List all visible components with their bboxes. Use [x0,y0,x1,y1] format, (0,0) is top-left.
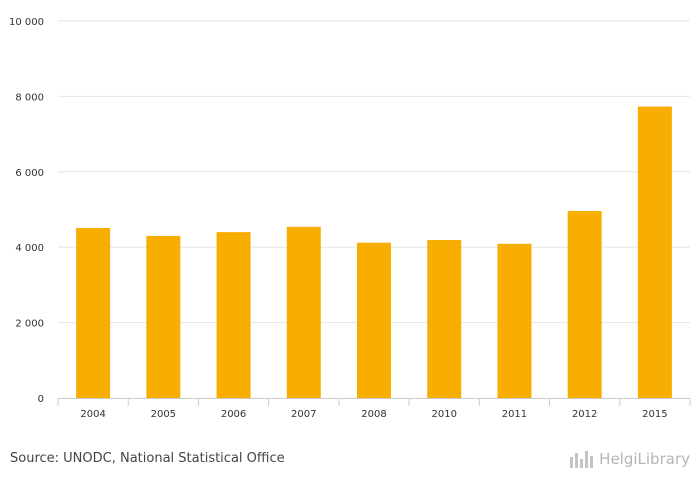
bar-2004 [76,227,111,398]
bar-2012 [567,211,602,398]
x-tick-label: 2012 [572,409,597,420]
bar-2015 [637,106,672,398]
bar-2007 [286,226,321,398]
bar-2011 [497,243,532,398]
x-tick-label: 2008 [361,409,386,420]
y-tick-label: 2 000 [15,319,44,330]
bar-2006 [216,232,251,398]
x-tick-label: 2007 [291,409,316,420]
bar-2008 [357,242,391,398]
helgilibrary-logo: HelgiLibrary [569,449,690,469]
x-tick-label: 2006 [221,409,246,420]
x-tick-label: 2011 [502,409,527,420]
library-bars-icon [570,451,594,468]
y-tick-label: 8 000 [15,92,44,103]
x-tick-label: 2010 [431,409,456,420]
y-tick-label: 4 000 [15,243,44,254]
bar-2005 [146,235,181,398]
source-note: Source: UNODC, National Statistical Offi… [10,451,285,466]
y-tick-label: 10 000 [9,17,44,28]
y-tick-label: 6 000 [15,168,44,179]
bar-chart: 0 2 000 4 000 6 000 8 000 10 000 2004 2005 2006… [9,17,691,420]
y-tick-label: 0 [38,394,44,405]
x-tick-label: 2015 [642,409,667,420]
x-tick-label: 2004 [80,409,105,420]
bar-2010 [427,240,462,398]
bars [76,106,672,398]
x-axis: 2004 2005 2006 2007 2008 2010 2011 2012 2015 [57,398,691,420]
x-tick-label: 2005 [151,409,176,420]
logo-text: HelgiLibrary [599,450,690,468]
y-axis-ticks: 0 2 000 4 000 6 000 8 000 10 000 [9,17,44,405]
